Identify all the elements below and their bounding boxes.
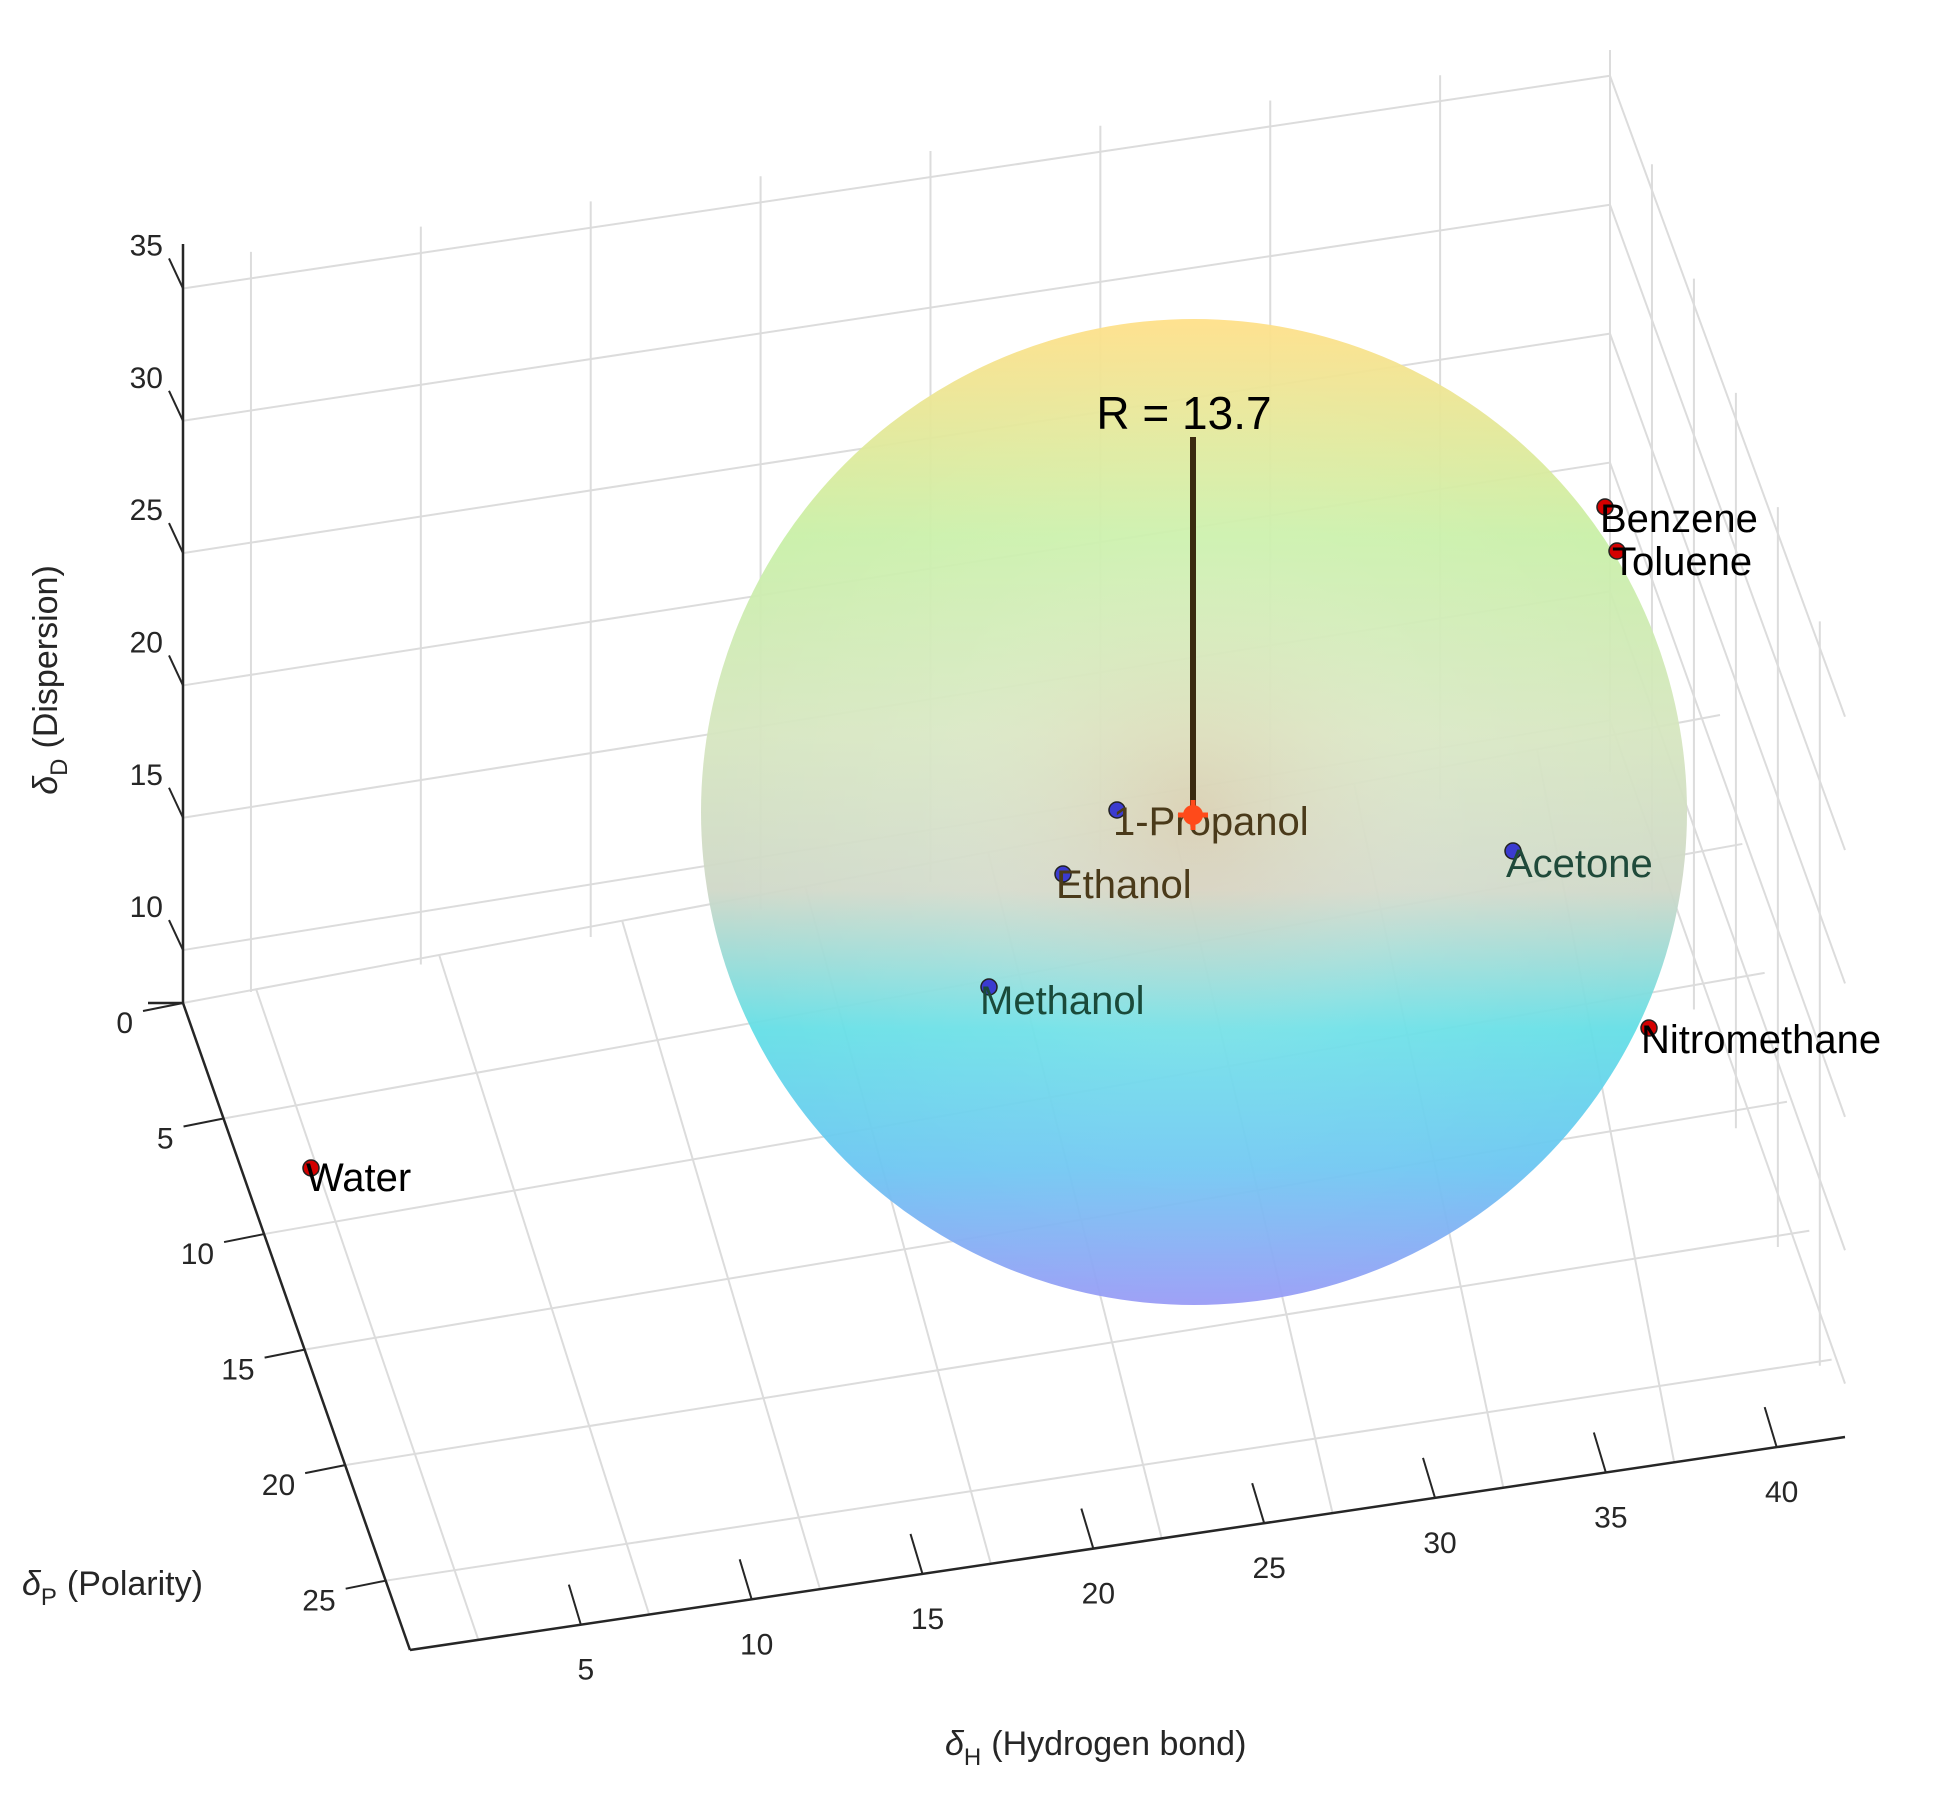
z-tick-label: 35 [130, 229, 163, 262]
x-tick-label: 20 [1082, 1578, 1115, 1611]
y-tick-label: 5 [157, 1123, 174, 1156]
z-tick [168, 522, 184, 554]
y-axis-label: δP (Polarity) [22, 1565, 203, 1611]
point-label: Methanol [980, 979, 1145, 1023]
floor-grid-line [255, 988, 480, 1641]
point-ethanol: Ethanol [1054, 863, 1192, 907]
point-water: Water [302, 1156, 411, 1200]
floor-grid-line [385, 1358, 1832, 1582]
side-grid-line [1609, 333, 1846, 984]
z-tick-label: 15 [130, 759, 163, 792]
y-tick [142, 1002, 184, 1012]
floor-grid-line [344, 1229, 1810, 1467]
z-axis-label: δD(Dispersion) [27, 565, 73, 795]
z-tick-label: 30 [130, 362, 163, 395]
x-tick-label: 25 [1252, 1552, 1285, 1585]
x-tick-label: 5 [577, 1654, 594, 1687]
point-marker [1608, 542, 1626, 560]
x-tick-label: 15 [911, 1603, 944, 1636]
center-marker [1178, 800, 1208, 830]
z-tick-label: 25 [130, 494, 163, 527]
point-marker [1504, 842, 1522, 860]
x-tick [1422, 1457, 1436, 1499]
z-tick-label: 20 [130, 626, 163, 659]
x-tick [1080, 1508, 1095, 1549]
y-tick-label: 20 [262, 1469, 295, 1502]
y-tick [304, 1464, 346, 1475]
x-tick-label: 40 [1765, 1476, 1798, 1509]
x-tick [738, 1558, 753, 1600]
x-tick [1763, 1406, 1778, 1448]
x-tick [567, 1584, 582, 1625]
point-label: Nitromethane [1641, 1018, 1881, 1062]
y-tick [345, 1579, 386, 1590]
x-tick-label: 30 [1423, 1527, 1456, 1560]
point-marker [1054, 865, 1072, 883]
y-tick-label: 0 [116, 1007, 133, 1040]
point-toluene: Toluene [1608, 540, 1752, 584]
point-label: Toluene [1612, 540, 1752, 584]
axes: 10 15 20 25 30 35 0 5 10 15 20 25 5 10 15 20 25 30 35 40 [116, 229, 1846, 1687]
point-label: Acetone [1506, 842, 1653, 886]
point-label: Ethanol [1056, 863, 1192, 907]
point-marker [1596, 498, 1614, 516]
wall-grid-line [182, 203, 1611, 422]
point-marker [1640, 1019, 1658, 1037]
y-tick-label: 10 [181, 1238, 214, 1271]
point-label: 1-Propanol [1113, 800, 1309, 844]
side-grid-line [1609, 75, 1846, 718]
point-marker [1108, 801, 1126, 819]
x-tick [1592, 1432, 1607, 1473]
x-tick-label: 35 [1594, 1502, 1627, 1535]
y-tick-label: 25 [302, 1585, 335, 1618]
x-axis-label: δH (Hydrogen bond) [945, 1725, 1246, 1771]
z-tick [168, 787, 184, 819]
y-tick [223, 1233, 265, 1244]
z-tick [168, 390, 184, 422]
radius-label: R = 13.7 [1096, 387, 1271, 439]
z-tick [168, 919, 184, 951]
y-axis-line [181, 1002, 412, 1651]
z-tick-label: 10 [130, 891, 163, 924]
floor-grid-line [438, 954, 651, 1615]
floor-grid-line [621, 920, 821, 1590]
x-tick [1251, 1482, 1266, 1524]
point-methanol: Methanol [980, 978, 1145, 1023]
y-tick [183, 1117, 224, 1128]
point-benzene: Benzene [1596, 497, 1758, 541]
point-marker [980, 978, 998, 996]
side-grid-line [1609, 462, 1846, 1118]
x-tick-label: 10 [740, 1628, 773, 1661]
y-tick-label: 15 [221, 1354, 254, 1387]
wall-grid-line [182, 74, 1611, 290]
x-tick [909, 1533, 924, 1575]
z-tick [168, 655, 184, 686]
point-1-propanol: 1-Propanol [1108, 800, 1309, 844]
side-grid-line [1609, 204, 1846, 851]
point-nitromethane: Nitromethane [1640, 1018, 1881, 1062]
point-marker [302, 1159, 320, 1177]
z-tick [168, 258, 184, 289]
point-label: Water [306, 1156, 411, 1200]
point-label: Benzene [1600, 497, 1758, 541]
y-tick [264, 1348, 305, 1359]
point-acetone: Acetone [1504, 842, 1653, 886]
